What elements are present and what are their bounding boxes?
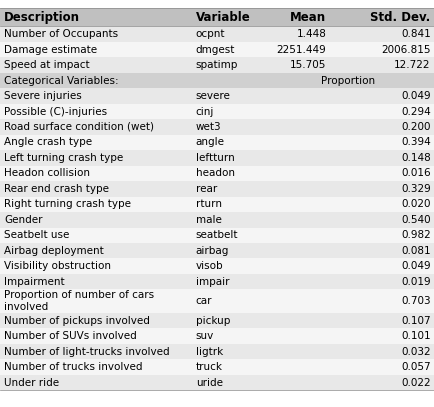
Bar [0,26,434,42]
Text: Proportion of number of cars
involved: Proportion of number of cars involved [4,290,154,312]
Text: impair: impair [195,277,229,287]
Text: 12.722: 12.722 [393,60,430,70]
Text: severe: severe [195,91,230,101]
Bar [0,104,434,119]
Text: pickup: pickup [195,316,230,326]
Text: leftturn: leftturn [195,153,234,163]
Text: Airbag deployment: Airbag deployment [4,246,104,256]
Text: seatbelt: seatbelt [195,230,238,240]
Text: Impairment: Impairment [4,277,65,287]
Text: Seatbelt use: Seatbelt use [4,230,69,240]
Text: 0.049: 0.049 [400,91,430,101]
Bar [0,328,434,344]
Text: Variable: Variable [195,11,250,24]
Text: Under ride: Under ride [4,378,59,387]
Text: Speed at impact: Speed at impact [4,60,90,70]
Text: Number of trucks involved: Number of trucks involved [4,362,142,372]
Text: Categorical Variables:: Categorical Variables: [4,76,119,85]
Text: Number of light-trucks involved: Number of light-trucks involved [4,347,170,357]
Text: 0.019: 0.019 [400,277,430,287]
Text: male: male [195,215,221,225]
Text: Right turning crash type: Right turning crash type [4,199,131,209]
Text: 0.329: 0.329 [400,184,430,194]
Text: Visibility obstruction: Visibility obstruction [4,261,111,271]
Text: 0.081: 0.081 [400,246,430,256]
Text: 0.016: 0.016 [400,168,430,178]
Bar [0,289,434,313]
Bar [0,197,434,212]
Bar [0,42,434,57]
Text: Mean: Mean [289,11,326,24]
Text: rear: rear [195,184,217,194]
Text: 0.020: 0.020 [400,199,430,209]
Text: 0.101: 0.101 [400,331,430,341]
Text: suv: suv [195,331,214,341]
Bar [0,359,434,375]
Bar [0,313,434,328]
Text: 2006.815: 2006.815 [380,45,430,55]
Text: truck: truck [195,362,222,372]
Bar [0,119,434,135]
Text: 0.200: 0.200 [400,122,430,132]
Text: 0.032: 0.032 [400,347,430,357]
Text: Number of pickups involved: Number of pickups involved [4,316,150,326]
Text: 0.540: 0.540 [400,215,430,225]
Text: Description: Description [4,11,80,24]
Bar [0,88,434,104]
Text: car: car [195,296,212,306]
Text: wet3: wet3 [195,122,221,132]
Bar [0,135,434,150]
Bar [0,274,434,289]
Text: Rear end crash type: Rear end crash type [4,184,109,194]
Text: 0.057: 0.057 [400,362,430,372]
Text: 0.982: 0.982 [400,230,430,240]
Bar [0,344,434,359]
Bar [0,258,434,274]
Text: Severe injuries: Severe injuries [4,91,82,101]
Text: 0.841: 0.841 [400,29,430,39]
Text: Headon collision: Headon collision [4,168,90,178]
Bar [0,8,434,26]
Text: dmgest: dmgest [195,45,235,55]
Bar [0,73,434,88]
Text: ligtrk: ligtrk [195,347,223,357]
Text: cinj: cinj [195,107,214,116]
Text: 0.049: 0.049 [400,261,430,271]
Text: 0.148: 0.148 [400,153,430,163]
Bar [0,243,434,258]
Bar [0,57,434,73]
Bar [0,166,434,181]
Text: 0.294: 0.294 [400,107,430,116]
Bar [0,150,434,166]
Text: Road surface condition (wet): Road surface condition (wet) [4,122,154,132]
Text: Proportion: Proportion [320,76,374,85]
Text: headon: headon [195,168,234,178]
Text: Std. Dev.: Std. Dev. [369,11,430,24]
Text: 1.448: 1.448 [296,29,326,39]
Text: uride: uride [195,378,222,387]
Text: ocpnt: ocpnt [195,29,225,39]
Text: airbag: airbag [195,246,229,256]
Text: 0.022: 0.022 [400,378,430,387]
Text: spatimp: spatimp [195,60,237,70]
Text: Damage estimate: Damage estimate [4,45,97,55]
Text: Possible (C)-injuries: Possible (C)-injuries [4,107,107,116]
Text: 15.705: 15.705 [289,60,326,70]
Bar [0,212,434,228]
Bar [0,375,434,390]
Text: 0.107: 0.107 [400,316,430,326]
Text: angle: angle [195,138,224,147]
Text: Number of Occupants: Number of Occupants [4,29,118,39]
Text: 0.394: 0.394 [400,138,430,147]
Text: visob: visob [195,261,223,271]
Bar [0,228,434,243]
Bar [0,181,434,197]
Text: Gender: Gender [4,215,43,225]
Text: rturn: rturn [195,199,221,209]
Text: 2251.449: 2251.449 [276,45,326,55]
Text: Left turning crash type: Left turning crash type [4,153,123,163]
Text: Angle crash type: Angle crash type [4,138,92,147]
Text: Number of SUVs involved: Number of SUVs involved [4,331,137,341]
Text: 0.703: 0.703 [400,296,430,306]
